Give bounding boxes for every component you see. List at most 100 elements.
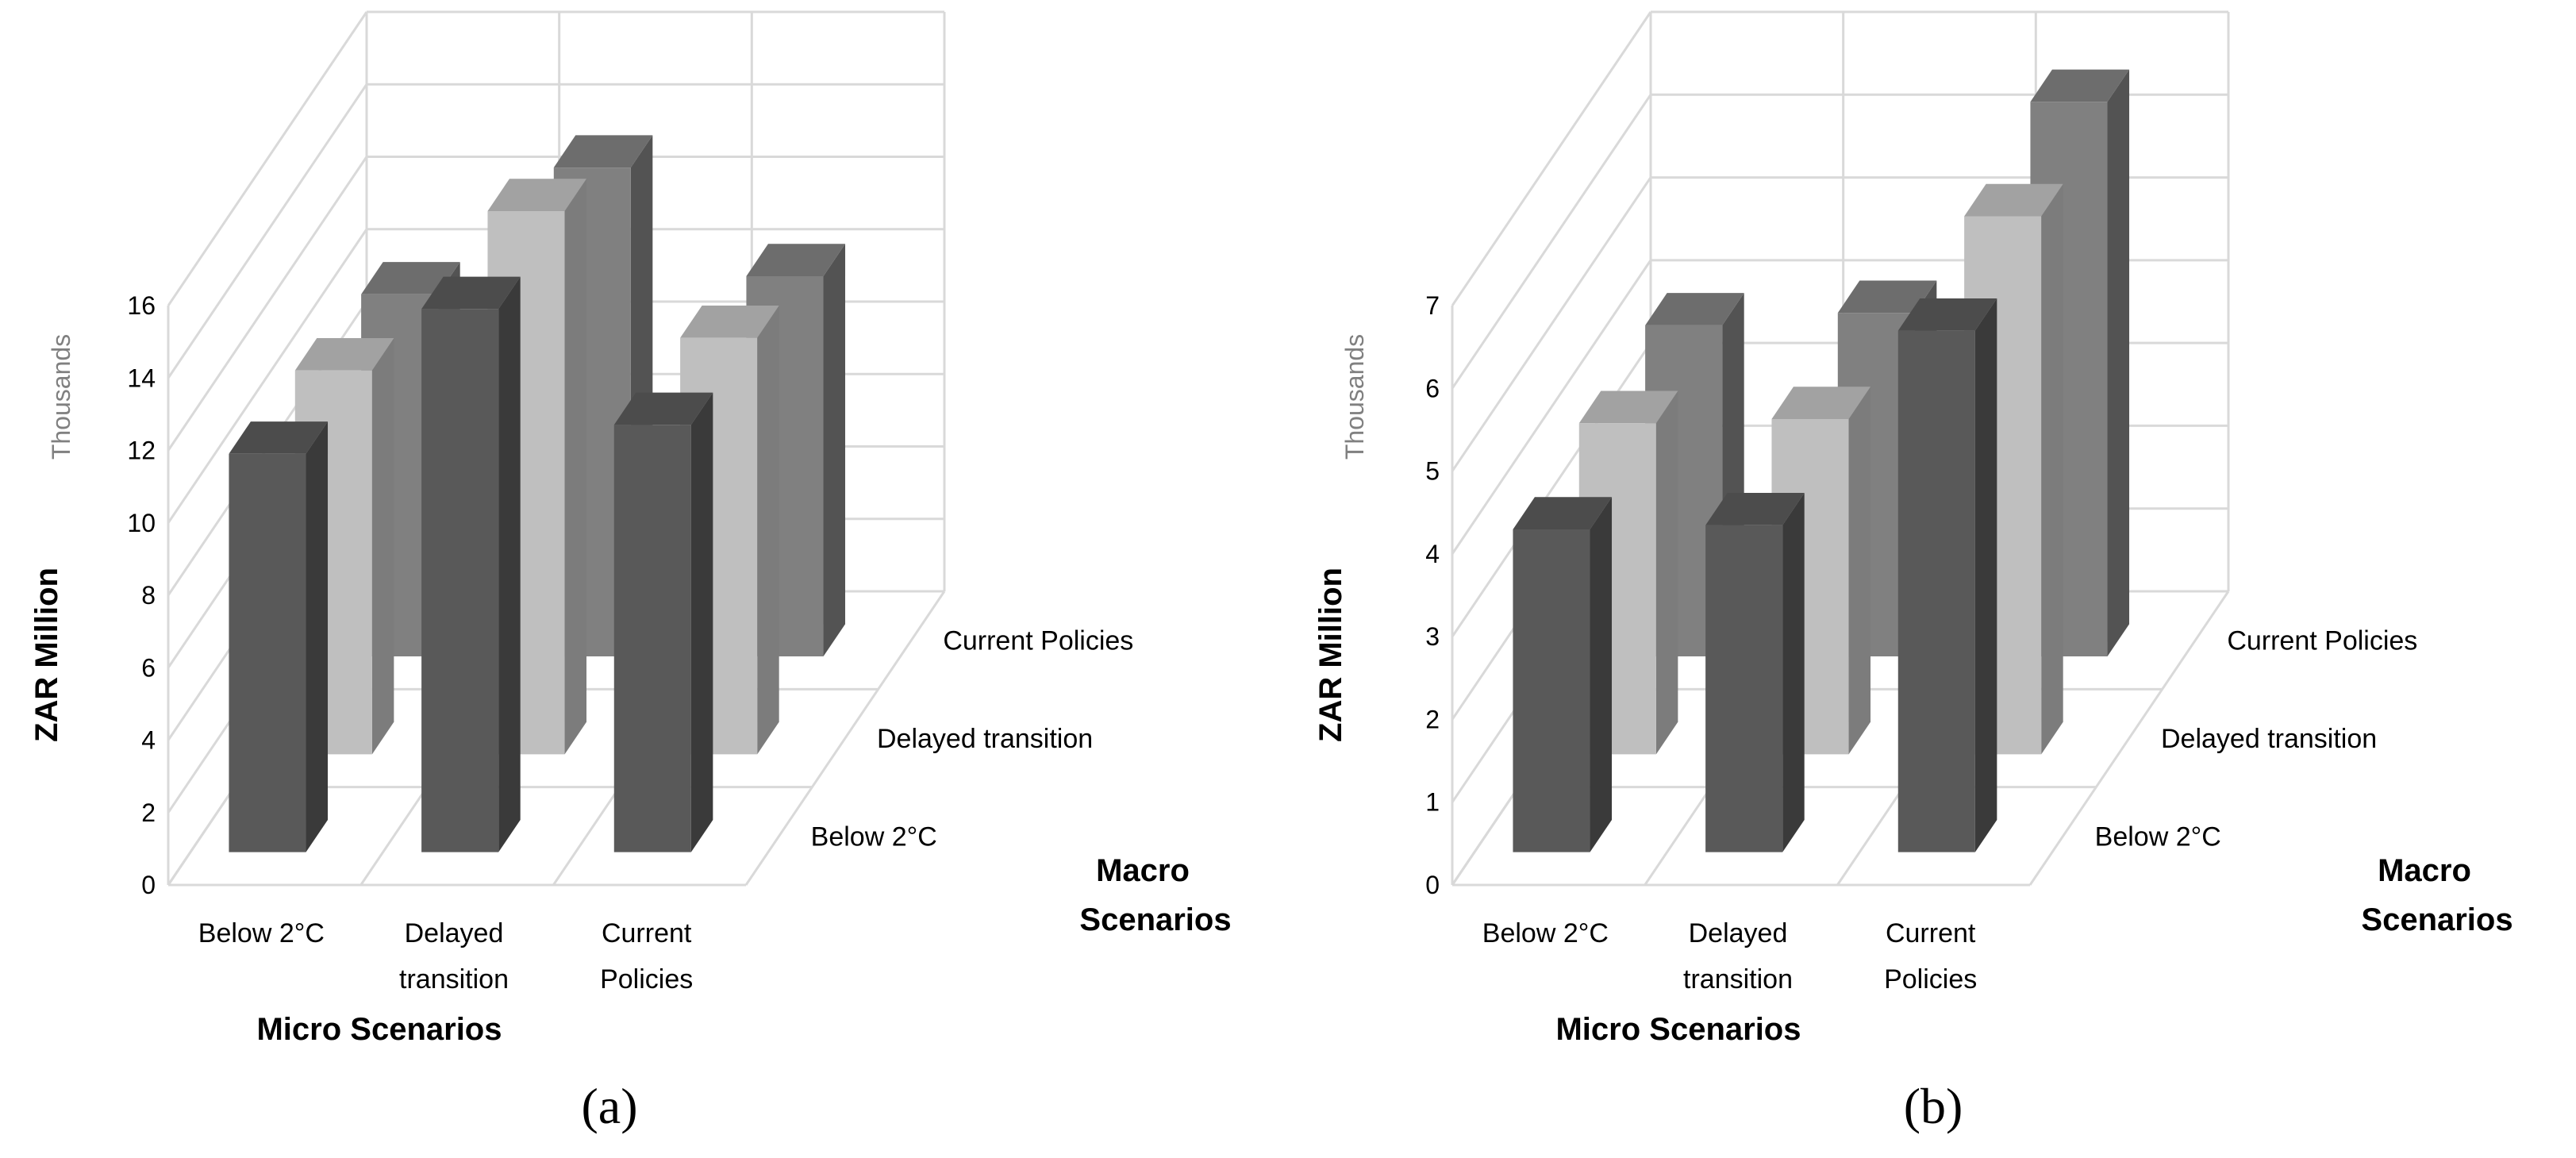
units-label: Thousands: [1340, 334, 1369, 460]
y-tick-label: 6: [141, 653, 156, 682]
y-tick-label: 4: [1425, 540, 1440, 568]
x-category-label: Policies: [1884, 964, 1977, 994]
bar-side: [498, 276, 521, 852]
bar-top: [294, 338, 394, 371]
bar-side: [2041, 183, 2063, 755]
floor-divider: [2028, 591, 2230, 886]
bar-1-1: [229, 421, 329, 852]
z-axis-title: Macro Scenarios: [2361, 853, 2513, 937]
bar-side: [757, 305, 779, 755]
bar-1-2: [421, 276, 521, 852]
chart-panel-2: 0 1 2 3 4 5 6 7 Thousands ZAR Million Below 2°C Del…: [1313, 10, 2513, 1134]
y-tick-label: 6: [1425, 374, 1440, 402]
side-wall-gridline: [167, 83, 368, 379]
bar-1-1: [1513, 497, 1613, 852]
x-category-label: Delayed: [405, 918, 504, 948]
bar-side: [690, 392, 713, 852]
x-category-label: Current: [1886, 918, 1976, 948]
y-axis-title: ZAR Million: [29, 567, 64, 742]
bar-side: [1974, 298, 1997, 852]
bar-side: [823, 244, 846, 657]
bar-front: [421, 309, 499, 852]
bar-top: [1964, 183, 2063, 217]
y-tick-label: 7: [1425, 291, 1440, 320]
series-label-1: Below 2°C: [811, 821, 937, 852]
y-axis-title: ZAR Million: [1313, 567, 1348, 742]
bar-side: [1848, 387, 1871, 755]
y-tick-label: 10: [127, 509, 156, 537]
side-wall-gridline: [167, 11, 368, 306]
bar-1-3: [613, 392, 713, 852]
y-tick-label: 2: [1425, 705, 1440, 733]
side-wall-gridline: [1451, 11, 1652, 306]
bar-top: [421, 276, 521, 310]
y-tick-label: 4: [141, 726, 156, 755]
chart-panel-1: 0 2 4 6 8 10 12 14 16 Thousands ZAR Million Below 2…: [29, 10, 1232, 1134]
bar-top: [1837, 280, 1937, 314]
y-tick-label: 5: [1425, 457, 1440, 486]
bar-front: [1513, 529, 1590, 852]
side-wall-gridline: [1451, 94, 1652, 390]
bar-top: [229, 421, 329, 454]
bar-top: [613, 392, 713, 425]
y-tick-label: 14: [127, 364, 156, 392]
bar-top: [680, 305, 779, 338]
bar-top: [487, 179, 587, 211]
bar-side: [1655, 390, 1678, 755]
bar-top: [746, 244, 846, 276]
series-label-2: Delayed transition: [2161, 724, 2377, 754]
bar-side: [1590, 497, 1613, 852]
bar-top: [553, 135, 653, 168]
bar-top: [1771, 387, 1871, 419]
x-category-label: Delayed: [1689, 918, 1788, 948]
y-tick-label: 0: [141, 871, 156, 899]
bar-front: [1705, 525, 1783, 852]
x-category-label: Below 2°C: [1482, 918, 1609, 948]
bar-side: [371, 338, 394, 755]
bar-side: [306, 421, 329, 852]
x-axis-title: Micro Scenarios: [1555, 1012, 1801, 1047]
bar-side: [1782, 493, 1805, 852]
y-tick-label: 2: [141, 798, 156, 827]
bar-side: [564, 179, 587, 755]
bar-top: [1578, 390, 1678, 424]
bar-top: [1513, 497, 1613, 529]
side-wall-gridline: [1451, 260, 1652, 555]
series-label-1: Below 2°C: [2095, 821, 2221, 852]
z-axis-title: Macro Scenarios: [1079, 853, 1231, 937]
y-tick-label: 16: [127, 291, 156, 320]
bar-top: [1897, 298, 1997, 331]
y-tick-label: 1: [1425, 788, 1440, 817]
side-wall-gridline: [167, 228, 368, 524]
bar-side: [2107, 69, 2130, 657]
x-category-label: Policies: [600, 964, 693, 994]
bar-top: [1705, 493, 1805, 525]
side-wall-gridline: [167, 156, 368, 452]
x-category-label: transition: [1683, 964, 1793, 994]
x-category-label: transition: [399, 964, 509, 994]
y-tick-label: 3: [1425, 622, 1440, 651]
bar-top: [2030, 69, 2130, 102]
bar-front: [1897, 330, 1975, 852]
side-wall-gridline: [1451, 176, 1652, 472]
bar-front: [613, 425, 691, 852]
bar-1-3: [1897, 298, 1997, 852]
units-label: Thousands: [47, 334, 75, 460]
series-label-3: Current Policies: [2227, 626, 2417, 656]
y-tick-label: 8: [141, 581, 156, 610]
panel-label: (b): [1904, 1078, 1963, 1134]
floor-divider: [744, 591, 946, 886]
bar-front: [229, 453, 306, 852]
x-category-label: Below 2°C: [198, 918, 325, 948]
series-label-2: Delayed transition: [877, 724, 1093, 754]
y-tick-label: 0: [1425, 871, 1440, 899]
bar-1-2: [1705, 493, 1805, 852]
series-label-3: Current Policies: [943, 626, 1133, 656]
bar-top: [361, 262, 460, 294]
panel-label: (a): [581, 1078, 637, 1134]
x-category-label: Current: [602, 918, 692, 948]
y-tick-label: 12: [127, 437, 156, 465]
x-axis-title: Micro Scenarios: [256, 1012, 502, 1047]
bar-top: [1645, 293, 1744, 325]
